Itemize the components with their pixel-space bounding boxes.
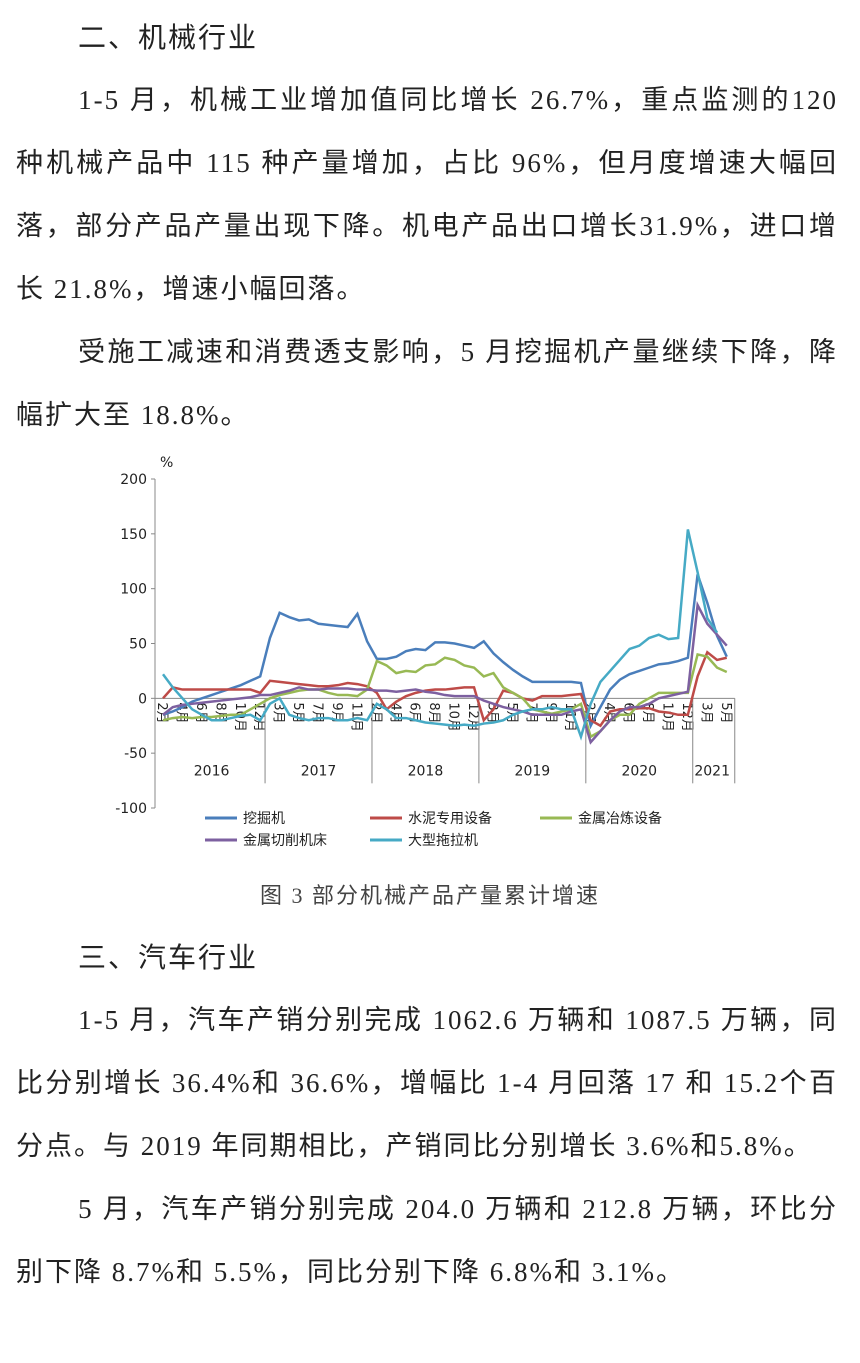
x-tick-label: 11月 [348,702,363,732]
y-axis-label: % [160,455,173,471]
legend-label: 金属切削机床 [243,833,327,849]
series-line [162,574,728,730]
paragraph: 1-5 月，汽车产销分别完成 1062.6 万辆和 1087.5 万辆，同比分别… [16,1005,838,1161]
x-tick-label: 3月 [271,702,286,723]
heading: 三、汽车行业 [78,941,259,974]
heading: 二、机械行业 [78,21,259,54]
x-tick-label: 12月 [251,702,266,732]
x-group-label: 2020 [621,763,657,779]
x-group-label: 2019 [515,763,551,779]
x-group-label: 2016 [194,763,230,779]
figure-caption: 图 3 部分机械产品产量累计增速 [259,883,600,908]
section: 三、汽车行业 1-5 月，汽车产销分别完成 1062.6 万辆和 1087.5 … [16,926,838,1304]
x-tick-label: 12月 [465,702,480,732]
x-tick-label: 6月 [621,702,636,723]
x-tick-label: 8月 [426,702,441,723]
x-tick-label: 12月 [679,702,694,732]
x-tick-label: 5月 [290,702,305,723]
paragraph: 受施工减速和消费透支影响，5 月挖掘机产量继续下降，降幅扩大至 18.8%。 [16,337,838,430]
paragraph: 1-5 月，机械工业增加值同比增长 26.7%，重点监测的120 种机械产品中 … [16,85,838,304]
y-tick-label: 100 [120,582,147,598]
y-tick-label: 150 [120,527,147,543]
legend-label: 水泥专用设备 [408,810,492,827]
x-tick-label: 8月 [212,702,227,723]
series-line [161,529,719,741]
legend-label: 金属冶炼设备 [578,810,662,827]
x-group-label: 2021 [694,763,730,779]
paragraph: 5 月，汽车产销分别完成 204.0 万辆和 212.8 万辆，环比分别下降 8… [16,1194,838,1287]
y-tick-label: 50 [129,637,147,653]
y-tick-label: 0 [138,691,147,707]
series-line [162,652,728,739]
legend-label: 大型拖拉机 [408,833,478,849]
x-tick-label: 2月 [154,702,169,723]
series-line [162,650,728,728]
legend-label: 挖掘机 [243,811,285,827]
x-tick-label: 5月 [718,702,733,723]
x-group-label: 2018 [408,763,444,779]
y-tick-label: -50 [124,746,147,762]
series-line [162,600,728,745]
x-tick-label: 10月 [446,702,461,732]
x-tick-label: 3月 [698,702,713,723]
y-tick-label: -100 [115,801,147,817]
section: 二、机械行业 1-5 月，机械工业增加值同比增长 26.7%，重点监测的120 … [16,6,838,447]
y-tick-label: 200 [120,472,147,488]
x-group-label: 2017 [301,763,337,779]
x-tick-label: 10月 [659,702,674,732]
